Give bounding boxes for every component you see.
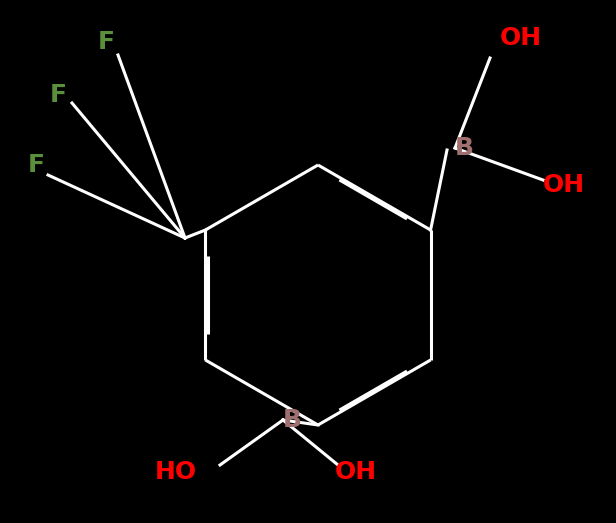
- Text: F: F: [50, 83, 67, 107]
- Text: B: B: [283, 408, 302, 432]
- Text: F: F: [98, 30, 115, 54]
- Text: OH: OH: [500, 26, 542, 50]
- Text: HO: HO: [155, 460, 197, 484]
- Text: OH: OH: [543, 173, 585, 197]
- Text: F: F: [28, 153, 45, 177]
- Text: B: B: [455, 136, 474, 160]
- Text: OH: OH: [335, 460, 377, 484]
